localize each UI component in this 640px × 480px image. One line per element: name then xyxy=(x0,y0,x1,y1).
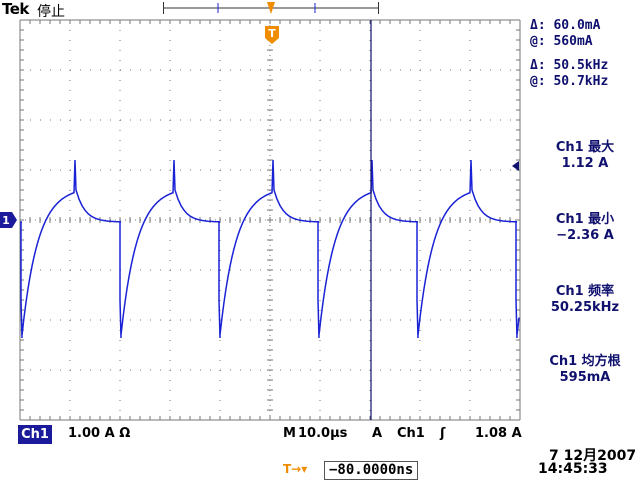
trigger-level-arrow[interactable] xyxy=(512,161,519,171)
cursor-horizontal-at: @: 50.7kHz xyxy=(530,74,609,89)
timebase-prefix: M xyxy=(283,426,296,441)
trigger-level[interactable]: 1.08 A xyxy=(475,426,522,441)
record-timeline[interactable] xyxy=(163,2,379,14)
measurement-ch1-max[interactable]: Ch1 最大 1.12 A xyxy=(555,140,615,171)
measurement-ch1-rms[interactable]: Ch1 均方根 595mA xyxy=(549,354,621,385)
run-status: 停止 xyxy=(37,4,65,20)
ch1-channel-label[interactable]: Ch1 xyxy=(18,425,52,444)
ch1-scale[interactable]: 1.00 A Ω xyxy=(68,426,131,441)
svg-text:1: 1 xyxy=(2,214,10,227)
trigger-offset-icon: T→▾ xyxy=(283,462,308,476)
cursor-vertical-delta: Δ: 60.0mA xyxy=(530,18,601,33)
timebase-value[interactable]: 10.0μs xyxy=(298,426,348,441)
cursor-horizontal-delta: Δ: 50.5kHz xyxy=(530,58,609,73)
trigger-prefix: A xyxy=(372,426,383,441)
measurement-ch1-frequency[interactable]: Ch1 频率 50.25kHz xyxy=(550,284,620,315)
trigger-slope-icon: ʃ xyxy=(440,426,446,441)
tek-logo: Tek xyxy=(2,0,29,18)
svg-text:T: T xyxy=(268,27,276,40)
date-display: 7 12月2007 xyxy=(549,448,637,464)
status-bar: Ch1 1.00 A Ω M 10.0μs A Ch1 ʃ 1.08 A xyxy=(0,425,530,444)
trigger-position-marker[interactable]: T xyxy=(265,26,279,44)
graticule-grid xyxy=(19,19,521,421)
time-display: 14:45:33 xyxy=(538,461,608,477)
readout-panel: Δ: 60.0mA @: 560mA Δ: 50.5kHz @: 50.7kHz… xyxy=(530,18,640,385)
ch1-waveform xyxy=(20,159,520,339)
trigger-channel[interactable]: Ch1 xyxy=(397,426,425,441)
cursor-vertical-at: @: 560mA xyxy=(530,34,593,49)
scope-graticule[interactable]: T 1 xyxy=(0,0,530,430)
measurement-ch1-min[interactable]: Ch1 最小 −2.36 A xyxy=(555,212,615,243)
ch1-ground-marker[interactable]: 1 xyxy=(0,212,17,228)
trigger-offset-value[interactable]: −80.0000ns xyxy=(324,461,419,480)
